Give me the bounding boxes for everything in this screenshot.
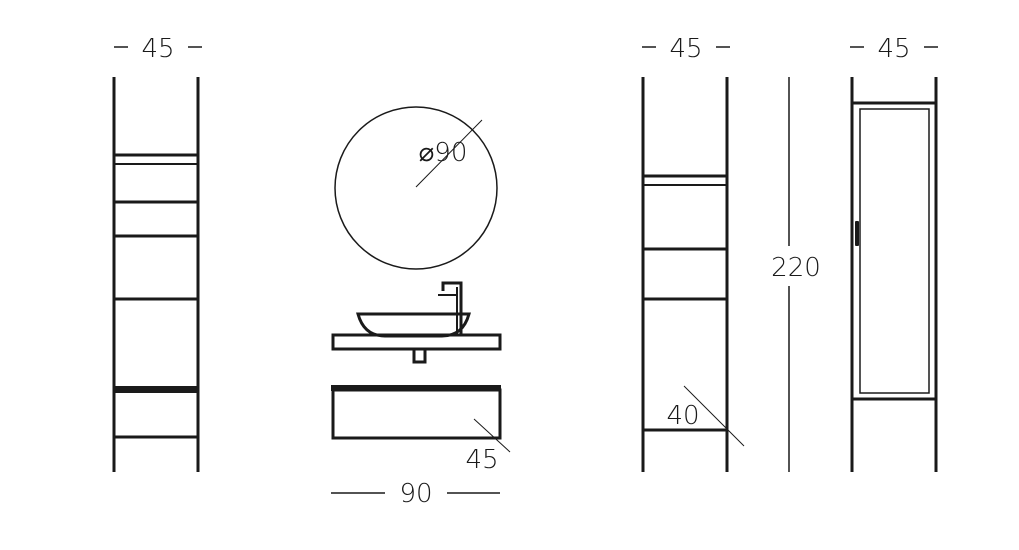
depth-dim-line (473, 418, 511, 453)
vanity-width-label: 90 (399, 479, 432, 509)
ladder-right-width-label: 45 (669, 34, 702, 64)
drawer-unit (331, 388, 502, 440)
tall-cabinet-width-label: 45 (877, 34, 910, 64)
cabinet-door (850, 101, 938, 401)
ladder-left-thick-shelf (114, 386, 198, 393)
round-mirror (334, 106, 498, 270)
ladder-right-depth-label: 40 (666, 401, 699, 431)
door-handle-icon (855, 221, 859, 246)
mirror-diameter-line (415, 119, 483, 188)
vanity-depth-label: 45 (465, 445, 498, 475)
height-label: 220 (771, 253, 821, 283)
depth-dim-line (683, 385, 745, 447)
ladder-shelf-left: 45 (112, 34, 202, 472)
cabinet-door-glass (859, 108, 930, 394)
vanity-unit: ⌀90 45 90 (331, 106, 511, 509)
mirror-diameter-label: ⌀90 (419, 138, 468, 168)
tall-cabinet: 45 (850, 34, 938, 472)
washbasin (356, 312, 471, 338)
drain-pipe (412, 347, 427, 364)
ladder-shelf-right: 45 40 220 (641, 34, 821, 472)
drawer-top-edge (331, 385, 501, 391)
faucet-icon (438, 281, 463, 334)
ladder-left-width-label: 45 (141, 34, 174, 64)
